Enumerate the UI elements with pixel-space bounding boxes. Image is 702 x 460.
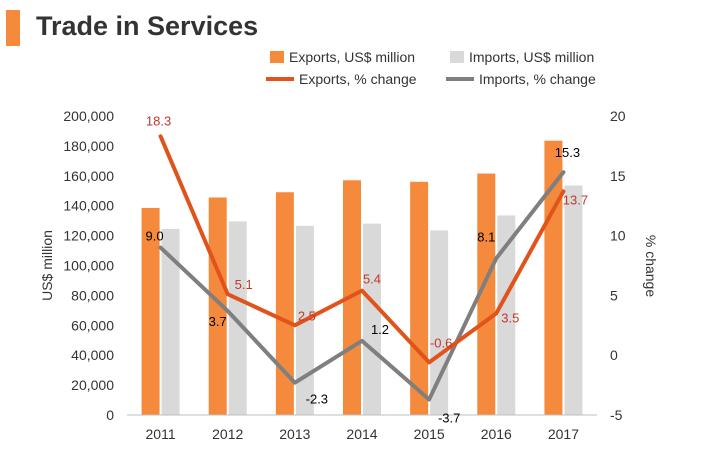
exports-bar [208, 197, 227, 415]
imports-bar [564, 185, 583, 415]
exports-change-data-label: 5.4 [363, 272, 381, 287]
y-left-tick-label: 160,000 [63, 168, 114, 184]
y-right-tick-label: 5 [610, 287, 618, 303]
imports-change-data-label: 1.2 [371, 322, 389, 337]
imports-change-data-label: 15.3 [555, 145, 580, 160]
imports-change-data-label: -2.3 [306, 392, 328, 407]
legend-exports-line-label: Exports, % change [299, 71, 417, 87]
y-right-tick-label: -5 [610, 407, 623, 423]
legend-imports-line-label: Imports, % change [479, 71, 596, 87]
y-right-tick-label: 20 [610, 108, 626, 124]
chart-title: Trade in Services [36, 11, 259, 41]
x-tick-label: 2012 [212, 426, 243, 442]
exports-bar [410, 181, 429, 415]
x-tick-label: 2015 [414, 426, 445, 442]
imports-change-data-label: 8.1 [477, 229, 495, 244]
title-accent-bar [6, 10, 20, 46]
y-left-tick-label: 0 [106, 407, 114, 423]
y-left-tick-label: 200,000 [63, 108, 114, 124]
exports-bar [141, 207, 160, 415]
x-tick-label: 2013 [279, 426, 310, 442]
y-left-tick-label: 120,000 [63, 228, 114, 244]
imports-bar [363, 223, 381, 415]
y-left-tick-label: 80,000 [71, 287, 114, 303]
exports-bar [275, 192, 294, 415]
y-left-tick-label: 100,000 [63, 258, 114, 274]
y-left-tick-label: 180,000 [63, 138, 114, 154]
legend-exports-bar-swatch [270, 51, 284, 63]
y-right-tick-label: 10 [610, 228, 626, 244]
exports-change-data-label: 13.7 [563, 192, 588, 207]
y-left-axis-title: US$ million [39, 230, 55, 301]
imports-bar [497, 215, 516, 415]
imports-change-data-label: 9.0 [146, 229, 164, 244]
legend-imports-bar-label: Imports, US$ million [469, 49, 594, 65]
imports-bar [228, 221, 247, 415]
exports-change-data-label: -0.6 [430, 335, 452, 350]
y-left-tick-label: 40,000 [71, 347, 114, 363]
exports-change-data-label: 5.1 [235, 277, 253, 292]
x-tick-label: 2017 [548, 426, 579, 442]
x-tick-label: 2011 [146, 426, 176, 442]
x-tick-label: 2014 [346, 426, 377, 442]
legend-exports-bar-label: Exports, US$ million [289, 49, 415, 65]
y-left-tick-label: 20,000 [71, 377, 114, 393]
x-tick-label: 2016 [481, 426, 512, 442]
exports-bar [477, 173, 496, 415]
y-right-axis-title: % change [643, 235, 659, 297]
exports-change-data-label: 3.5 [501, 310, 519, 325]
y-right-tick-label: 0 [610, 347, 618, 363]
imports-change-data-label: 3.7 [209, 314, 227, 329]
imports-change-line [158, 170, 566, 402]
imports-bar [161, 228, 180, 415]
legend-imports-bar-swatch [450, 51, 464, 63]
exports-change-line [158, 134, 566, 365]
imports-change-data-label: -3.7 [438, 410, 460, 425]
exports-change-data-label: 2.5 [298, 308, 316, 323]
y-left-tick-label: 140,000 [63, 198, 114, 214]
y-right-tick-label: 15 [610, 168, 626, 184]
y-left-tick-label: 60,000 [71, 317, 114, 333]
exports-bar [544, 140, 563, 416]
exports-change-data-label: 18.3 [146, 113, 171, 128]
